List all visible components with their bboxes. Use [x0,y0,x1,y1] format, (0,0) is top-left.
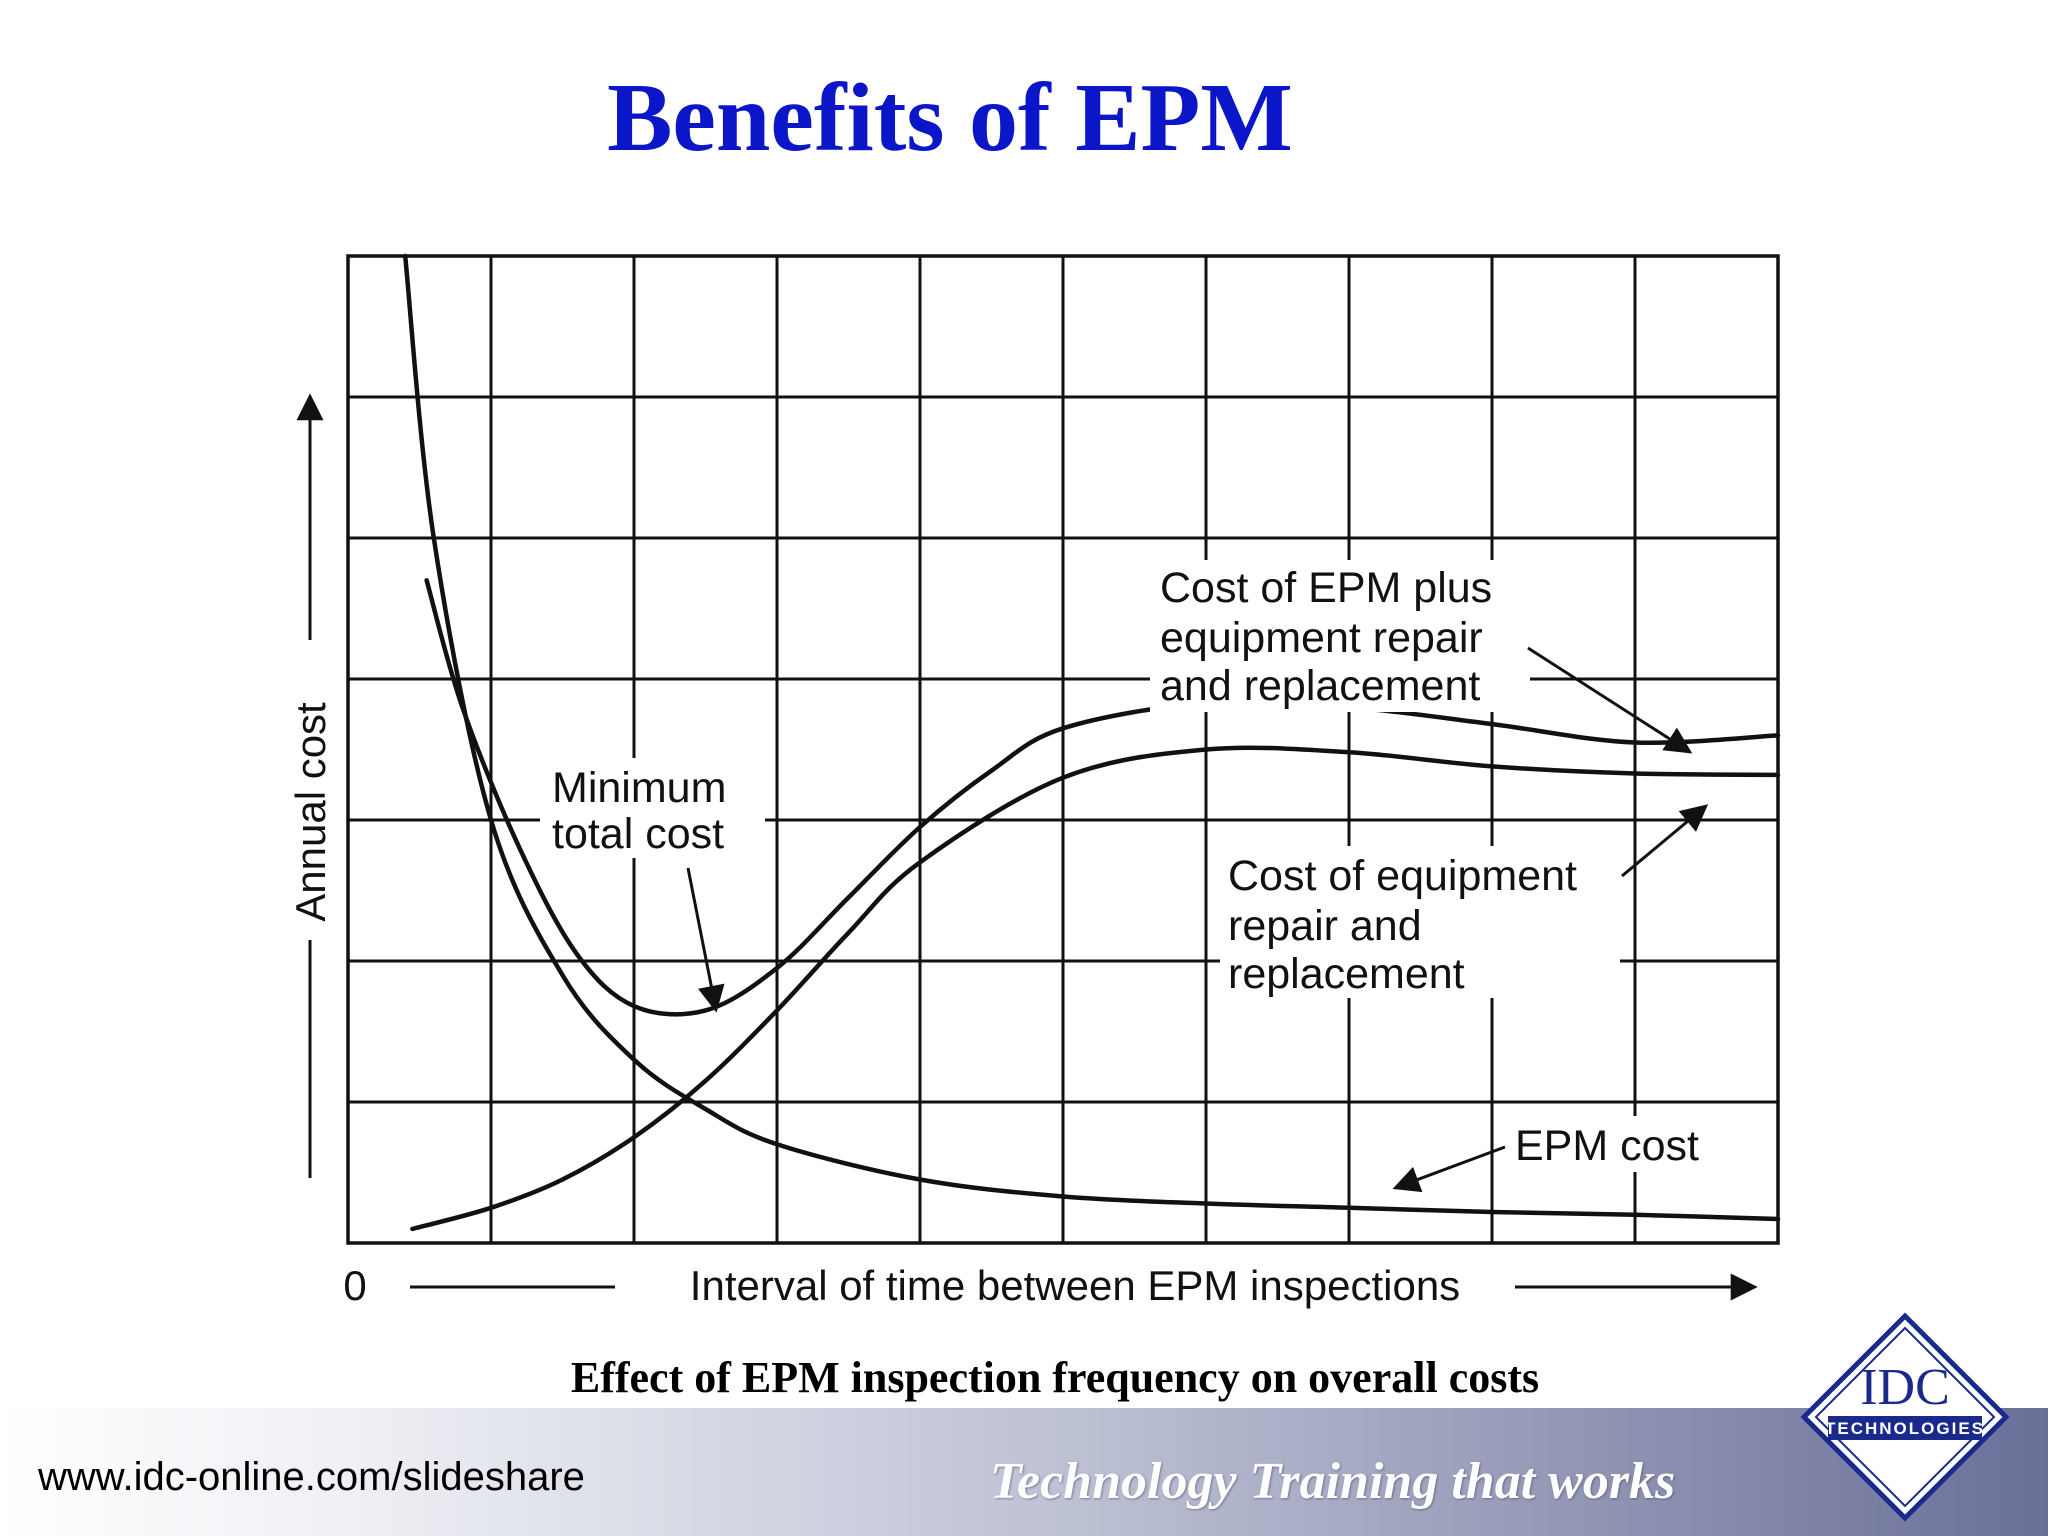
logo-sub-text: TECHNOLOGIES [1825,1419,1985,1438]
footer-url[interactable]: www.idc-online.com/slideshare [38,1455,585,1500]
annotation-repair-line1: Cost of equipment [1228,852,1577,900]
chart-curves [405,256,1778,1229]
figure-caption: Effect of EPM inspection frequency on ov… [0,1352,2048,1403]
annotation-total-line1: Cost of EPM plus [1160,564,1492,612]
annotation-total-line2: equipment repair [1160,614,1483,662]
annotation-minimum-line1: Minimum [552,764,726,812]
annotation-epm-cost: EPM cost [1515,1122,1699,1170]
cost-chart: Minimum total cost Cost of EPM plus equi… [0,0,2048,1340]
footer-tagline: Technology Training that works [990,1452,1675,1511]
x-axis-label: Interval of time between EPM inspections [690,1262,1460,1309]
idc-logo[interactable]: IDC TECHNOLOGIES [1800,1312,2010,1522]
x-axis-origin: 0 [343,1262,366,1309]
arrow-minimum [688,868,716,1010]
annotation-repair-line3: replacement [1228,950,1465,998]
annotation-total-line3: and replacement [1160,662,1480,710]
chart-grid [348,256,1778,1243]
logo-main-text: IDC [1860,1359,1950,1416]
arrow-total [1528,648,1690,752]
annotation-minimum-line2: total cost [552,810,724,858]
arrow-epm-cost [1395,1147,1505,1188]
annotation-repair-line2: repair and [1228,902,1422,950]
y-axis-label: Annual cost [287,702,334,922]
